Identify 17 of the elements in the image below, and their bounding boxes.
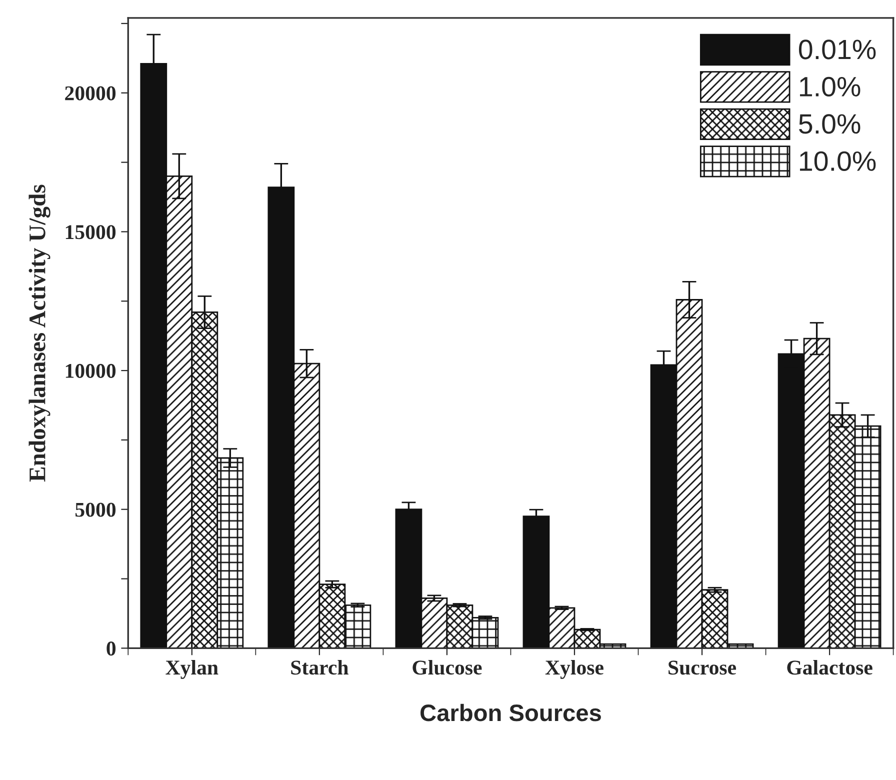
x-tick-label: Galactose [787,660,872,675]
y-tick-label: 5000 [75,502,116,517]
x-tick-label: Xylan [166,660,218,679]
legend-label: 5.0% [799,114,860,134]
y-tick-label: 10000 [66,364,116,378]
x-axis-title: Carbon Sources [420,704,601,722]
y-tick-label: 15000 [66,225,116,240]
x-tick-label: Xylose [545,660,604,679]
x-tick-label: Sucrose [668,660,736,675]
x-tick-label: Starch [291,660,348,675]
x-tick-label: Glucose [412,660,482,675]
y-axis-title: Endoxylanases Activity U/gds [28,184,50,482]
legend-label: 0.01% [798,40,876,60]
y-tick-label: 0 [106,642,116,656]
legend-label: 1.0% [800,76,860,97]
legend-label: 10.0% [800,151,876,171]
y-tick-label: 20000 [65,86,116,100]
